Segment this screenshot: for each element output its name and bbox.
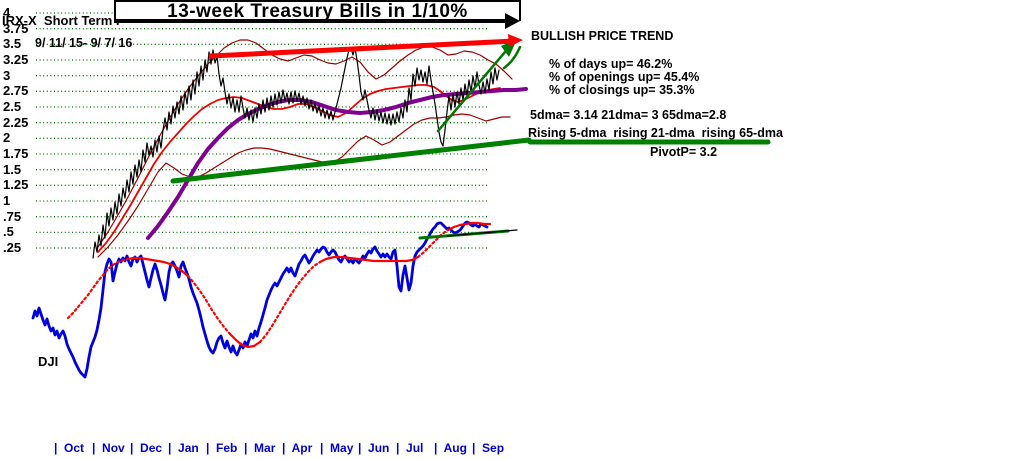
stat-days-up: % of days up= 46.2% [549,57,673,71]
month-label-aug: | Aug [434,441,467,455]
dji-ma-dotted-3 [258,260,322,344]
y-axis-label: .25 [3,240,22,255]
dji-ma-dotted-2 [186,274,232,336]
y-axis-label: 1 [3,193,11,208]
month-label-jul: | Jul [396,441,424,455]
y-axis-label: 3.25 [3,52,29,67]
green-breakout-arrow-swoosh [502,45,522,70]
title-box: 13-week Treasury Bills in 1/10% [114,0,521,22]
y-axis-label: .75 [3,208,22,224]
dji-black-trendline [446,229,518,237]
month-label-oct: | Oct [54,441,85,455]
month-label-may: | May [320,441,354,455]
dji-ma-dotted-4 [416,228,450,259]
red-resistance-trendline [208,38,518,59]
stat-openings-up: % of openings up= 45.4% [549,70,700,84]
y-axis-label: 3.5 [3,36,22,52]
y-axis-label: 3.75 [3,20,29,36]
y-axis-label: 2.75 [3,83,29,99]
month-label-mar: | Mar [244,441,276,455]
stat-closings-up: % of closings up= 35.3% [549,83,695,97]
dji-ma-solid-3 [318,255,420,264]
y-axis-label: 2 [3,130,11,146]
month-label-jan: | Jan [168,441,199,455]
irx-upper-band [97,39,513,248]
green-support-trendline [170,137,532,184]
dji-series-label: DJI [38,354,59,369]
irx-lower-band [97,113,511,258]
bullish-trend-label: BULLISH PRICE TREND [531,29,674,43]
x-axis-month-row: | Oct | Nov | Dec | Jan | Feb | Mar | Apr | May… [0,441,560,455]
dji-ma-dotted-1 [66,257,130,320]
dma-rising-label: Rising 5-dma rising 21-dma rising 65-dma [528,126,783,140]
month-label-dec: | Dec [130,441,163,455]
page-title: 13-week Treasury Bills in 1/10% [167,1,468,22]
y-axis-label: 1.75 [3,146,29,161]
y-axis-label: 4 [3,5,11,20]
pivot-label: PivotP= 3.2 [650,145,718,159]
month-label-apr: | Apr [282,441,313,455]
month-label-nov: | Nov [92,441,125,455]
date-range-label: 9/ 11/ 15- 9/ 7/ 16 [35,36,133,50]
y-axis-label: .5 [3,224,14,240]
month-label-jun: | Jun [358,441,390,455]
title-arrowhead-icon [505,13,520,29]
y-axis-label: 2.5 [3,99,22,114]
y-axis-label: 3 [3,67,11,83]
y-axis-label: 2.25 [3,114,29,130]
green-breakout-arrow [436,43,513,133]
red-trendline-arrowhead-head [508,34,523,47]
dji-ma-solid-2 [228,332,262,349]
irx-price-line [92,47,500,259]
month-label-sep: | Sep [472,441,505,455]
y-axis-label: 1.25 [3,177,29,193]
dji-price-line [31,220,489,379]
month-label-feb: | Feb [206,441,238,455]
y-axis-label: 1.5 [3,161,22,177]
title-underline-bar [114,19,505,23]
dji-ma-solid-1 [126,256,190,278]
dji-ma-solid-4 [446,221,492,232]
dma-values-label: 5dma= 3.14 21dma= 3 65dma=2.8 [530,108,727,122]
